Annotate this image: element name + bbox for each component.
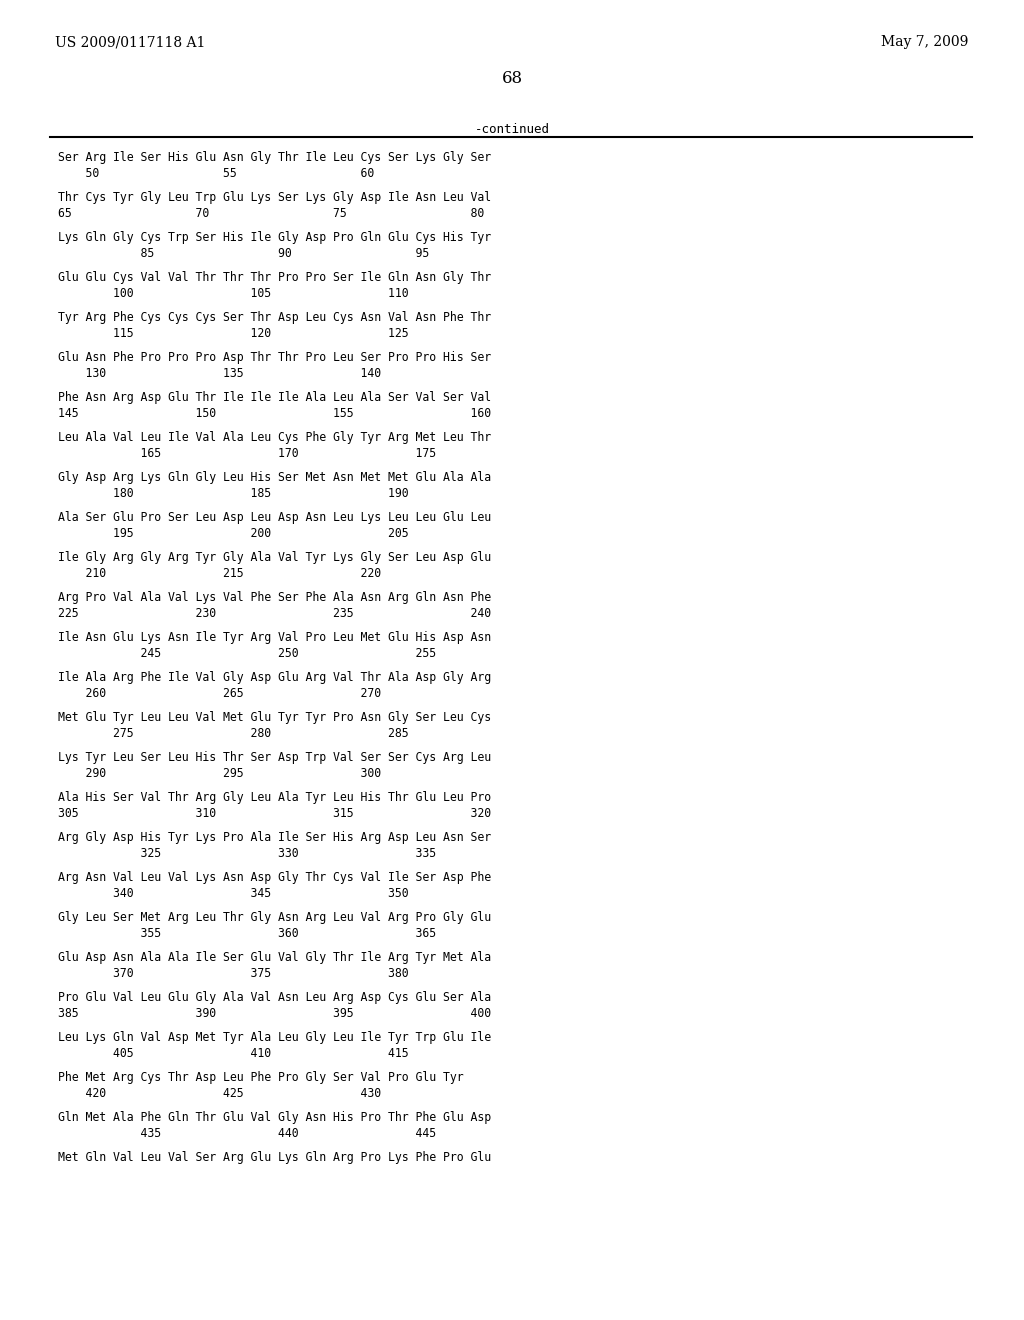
Text: 50                  55                  60: 50 55 60	[58, 168, 374, 180]
Text: 275                 280                 285: 275 280 285	[58, 727, 409, 741]
Text: Met Gln Val Leu Val Ser Arg Glu Lys Gln Arg Pro Lys Phe Pro Glu: Met Gln Val Leu Val Ser Arg Glu Lys Gln …	[58, 1151, 492, 1164]
Text: 290                 295                 300: 290 295 300	[58, 767, 381, 780]
Text: 115                 120                 125: 115 120 125	[58, 327, 409, 341]
Text: Lys Tyr Leu Ser Leu His Thr Ser Asp Trp Val Ser Ser Cys Arg Leu: Lys Tyr Leu Ser Leu His Thr Ser Asp Trp …	[58, 751, 492, 764]
Text: 355                 360                 365: 355 360 365	[58, 927, 436, 940]
Text: Tyr Arg Phe Cys Cys Cys Ser Thr Asp Leu Cys Asn Val Asn Phe Thr: Tyr Arg Phe Cys Cys Cys Ser Thr Asp Leu …	[58, 312, 492, 323]
Text: Gln Met Ala Phe Gln Thr Glu Val Gly Asn His Pro Thr Phe Glu Asp: Gln Met Ala Phe Gln Thr Glu Val Gly Asn …	[58, 1111, 492, 1125]
Text: Ser Arg Ile Ser His Glu Asn Gly Thr Ile Leu Cys Ser Lys Gly Ser: Ser Arg Ile Ser His Glu Asn Gly Thr Ile …	[58, 150, 492, 164]
Text: Met Glu Tyr Leu Leu Val Met Glu Tyr Tyr Pro Asn Gly Ser Leu Cys: Met Glu Tyr Leu Leu Val Met Glu Tyr Tyr …	[58, 711, 492, 723]
Text: Ile Gly Arg Gly Arg Tyr Gly Ala Val Tyr Lys Gly Ser Leu Asp Glu: Ile Gly Arg Gly Arg Tyr Gly Ala Val Tyr …	[58, 550, 492, 564]
Text: 405                 410                 415: 405 410 415	[58, 1047, 409, 1060]
Text: Phe Asn Arg Asp Glu Thr Ile Ile Ile Ala Leu Ala Ser Val Ser Val: Phe Asn Arg Asp Glu Thr Ile Ile Ile Ala …	[58, 391, 492, 404]
Text: Ala Ser Glu Pro Ser Leu Asp Leu Asp Asn Leu Lys Leu Leu Glu Leu: Ala Ser Glu Pro Ser Leu Asp Leu Asp Asn …	[58, 511, 492, 524]
Text: 305                 310                 315                 320: 305 310 315 320	[58, 807, 492, 820]
Text: 385                 390                 395                 400: 385 390 395 400	[58, 1007, 492, 1020]
Text: 165                 170                 175: 165 170 175	[58, 447, 436, 459]
Text: 68: 68	[502, 70, 522, 87]
Text: 130                 135                 140: 130 135 140	[58, 367, 381, 380]
Text: Phe Met Arg Cys Thr Asp Leu Phe Pro Gly Ser Val Pro Glu Tyr: Phe Met Arg Cys Thr Asp Leu Phe Pro Gly …	[58, 1071, 464, 1084]
Text: US 2009/0117118 A1: US 2009/0117118 A1	[55, 36, 206, 49]
Text: 195                 200                 205: 195 200 205	[58, 527, 409, 540]
Text: Thr Cys Tyr Gly Leu Trp Glu Lys Ser Lys Gly Asp Ile Asn Leu Val: Thr Cys Tyr Gly Leu Trp Glu Lys Ser Lys …	[58, 191, 492, 205]
Text: Leu Lys Gln Val Asp Met Tyr Ala Leu Gly Leu Ile Tyr Trp Glu Ile: Leu Lys Gln Val Asp Met Tyr Ala Leu Gly …	[58, 1031, 492, 1044]
Text: Glu Glu Cys Val Val Thr Thr Thr Pro Pro Ser Ile Gln Asn Gly Thr: Glu Glu Cys Val Val Thr Thr Thr Pro Pro …	[58, 271, 492, 284]
Text: 65                  70                  75                  80: 65 70 75 80	[58, 207, 484, 220]
Text: Gly Leu Ser Met Arg Leu Thr Gly Asn Arg Leu Val Arg Pro Gly Glu: Gly Leu Ser Met Arg Leu Thr Gly Asn Arg …	[58, 911, 492, 924]
Text: Pro Glu Val Leu Glu Gly Ala Val Asn Leu Arg Asp Cys Glu Ser Ala: Pro Glu Val Leu Glu Gly Ala Val Asn Leu …	[58, 991, 492, 1005]
Text: 180                 185                 190: 180 185 190	[58, 487, 409, 500]
Text: 210                 215                 220: 210 215 220	[58, 568, 381, 579]
Text: Arg Gly Asp His Tyr Lys Pro Ala Ile Ser His Arg Asp Leu Asn Ser: Arg Gly Asp His Tyr Lys Pro Ala Ile Ser …	[58, 832, 492, 843]
Text: Ala His Ser Val Thr Arg Gly Leu Ala Tyr Leu His Thr Glu Leu Pro: Ala His Ser Val Thr Arg Gly Leu Ala Tyr …	[58, 791, 492, 804]
Text: Ile Ala Arg Phe Ile Val Gly Asp Glu Arg Val Thr Ala Asp Gly Arg: Ile Ala Arg Phe Ile Val Gly Asp Glu Arg …	[58, 671, 492, 684]
Text: 420                 425                 430: 420 425 430	[58, 1086, 381, 1100]
Text: -continued: -continued	[474, 123, 550, 136]
Text: 145                 150                 155                 160: 145 150 155 160	[58, 407, 492, 420]
Text: 370                 375                 380: 370 375 380	[58, 968, 409, 979]
Text: 85                  90                  95: 85 90 95	[58, 247, 429, 260]
Text: 435                 440                 445: 435 440 445	[58, 1127, 436, 1140]
Text: 325                 330                 335: 325 330 335	[58, 847, 436, 861]
Text: Arg Asn Val Leu Val Lys Asn Asp Gly Thr Cys Val Ile Ser Asp Phe: Arg Asn Val Leu Val Lys Asn Asp Gly Thr …	[58, 871, 492, 884]
Text: 100                 105                 110: 100 105 110	[58, 286, 409, 300]
Text: Ile Asn Glu Lys Asn Ile Tyr Arg Val Pro Leu Met Glu His Asp Asn: Ile Asn Glu Lys Asn Ile Tyr Arg Val Pro …	[58, 631, 492, 644]
Text: 260                 265                 270: 260 265 270	[58, 686, 381, 700]
Text: Lys Gln Gly Cys Trp Ser His Ile Gly Asp Pro Gln Glu Cys His Tyr: Lys Gln Gly Cys Trp Ser His Ile Gly Asp …	[58, 231, 492, 244]
Text: 340                 345                 350: 340 345 350	[58, 887, 409, 900]
Text: Leu Ala Val Leu Ile Val Ala Leu Cys Phe Gly Tyr Arg Met Leu Thr: Leu Ala Val Leu Ile Val Ala Leu Cys Phe …	[58, 432, 492, 444]
Text: 225                 230                 235                 240: 225 230 235 240	[58, 607, 492, 620]
Text: Gly Asp Arg Lys Gln Gly Leu His Ser Met Asn Met Met Glu Ala Ala: Gly Asp Arg Lys Gln Gly Leu His Ser Met …	[58, 471, 492, 484]
Text: Arg Pro Val Ala Val Lys Val Phe Ser Phe Ala Asn Arg Gln Asn Phe: Arg Pro Val Ala Val Lys Val Phe Ser Phe …	[58, 591, 492, 605]
Text: Glu Asp Asn Ala Ala Ile Ser Glu Val Gly Thr Ile Arg Tyr Met Ala: Glu Asp Asn Ala Ala Ile Ser Glu Val Gly …	[58, 950, 492, 964]
Text: 245                 250                 255: 245 250 255	[58, 647, 436, 660]
Text: May 7, 2009: May 7, 2009	[881, 36, 968, 49]
Text: Glu Asn Phe Pro Pro Pro Asp Thr Thr Pro Leu Ser Pro Pro His Ser: Glu Asn Phe Pro Pro Pro Asp Thr Thr Pro …	[58, 351, 492, 364]
